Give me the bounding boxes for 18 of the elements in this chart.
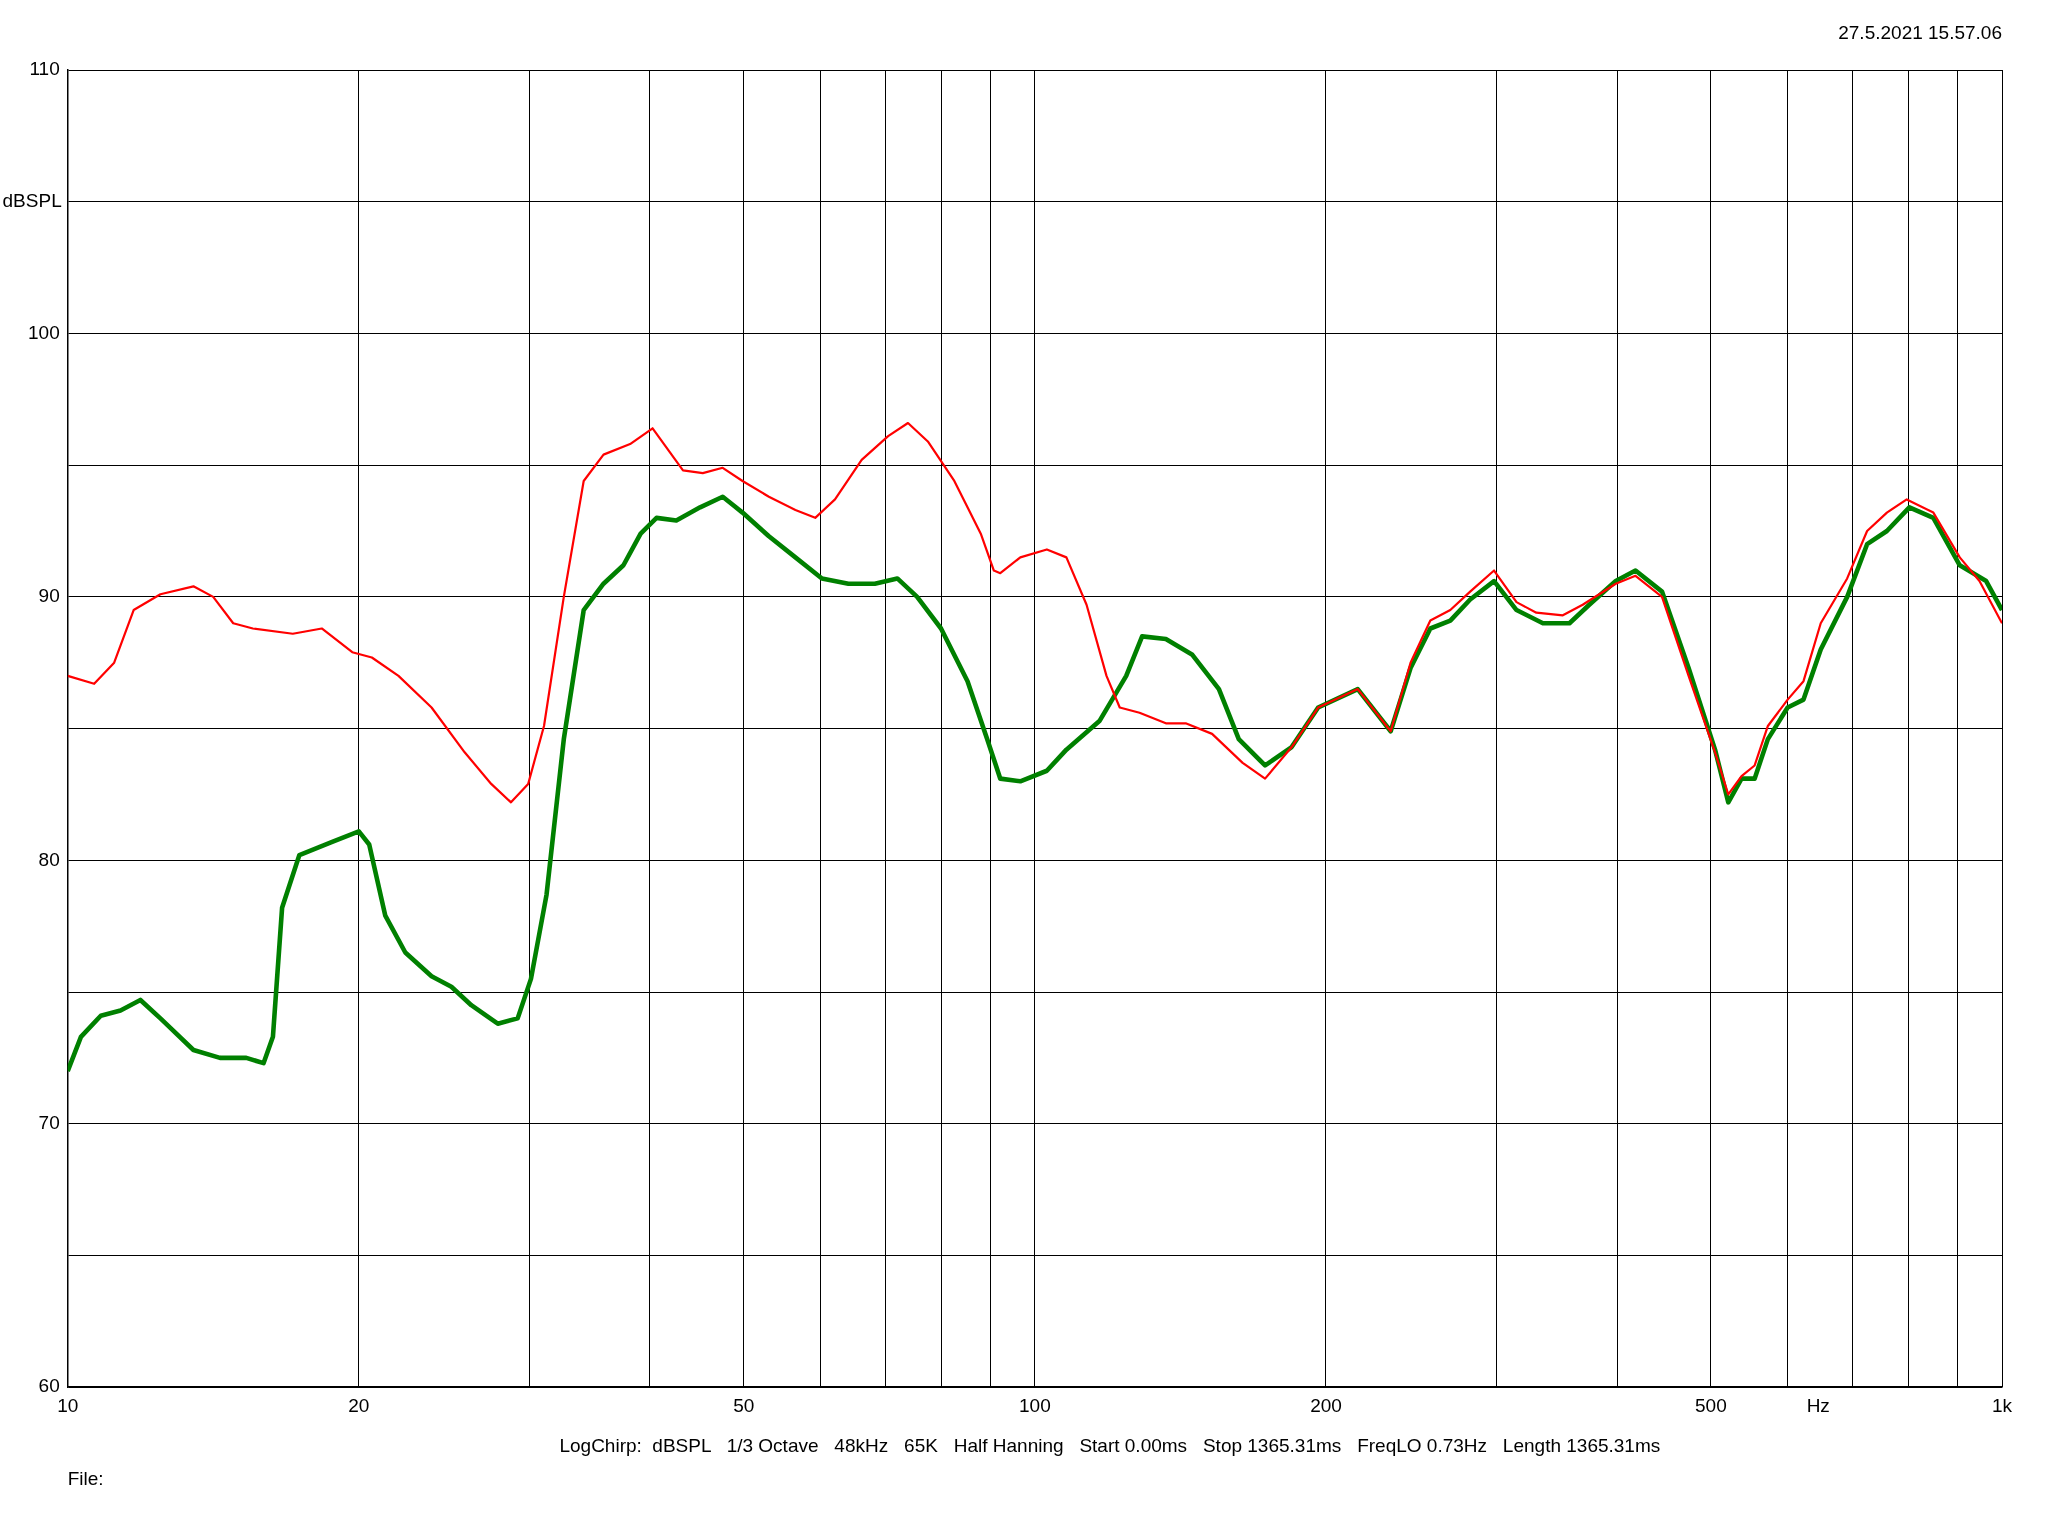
y-axis-title: dBSPL <box>2 189 62 211</box>
x-tick-label: 50 <box>733 1394 755 1416</box>
y-tick-label: 100 <box>28 321 60 343</box>
text: LogChirp: dBSPL 1/3 Octave 48kHz 65K Half Hanning Start 0.00ms Stop 1365.31ms FreqLO 0.73Hz Length 1365.31ms <box>559 1435 1661 1457</box>
x-tick-label: 1k <box>1991 1394 2013 1416</box>
y-tick-label: 80 <box>38 848 60 870</box>
text: File: <box>67 1468 104 1490</box>
x-axis-title: Hz <box>1806 1394 1830 1416</box>
y-tick-label: 70 <box>38 1111 60 1133</box>
x-tick-label: 500 <box>1695 1394 1727 1416</box>
y-tick-label: 90 <box>38 585 60 607</box>
x-tick-label: 20 <box>348 1394 370 1416</box>
y-tick-label: 60 <box>38 1375 60 1397</box>
y-tick-label: 110 <box>29 58 60 80</box>
x-tick-label: 10 <box>57 1394 79 1416</box>
x-tick-label: 200 <box>1310 1394 1342 1416</box>
text: 27.5.2021 15.57.06 <box>1838 22 2002 44</box>
x-tick-label: 100 <box>1019 1394 1051 1416</box>
